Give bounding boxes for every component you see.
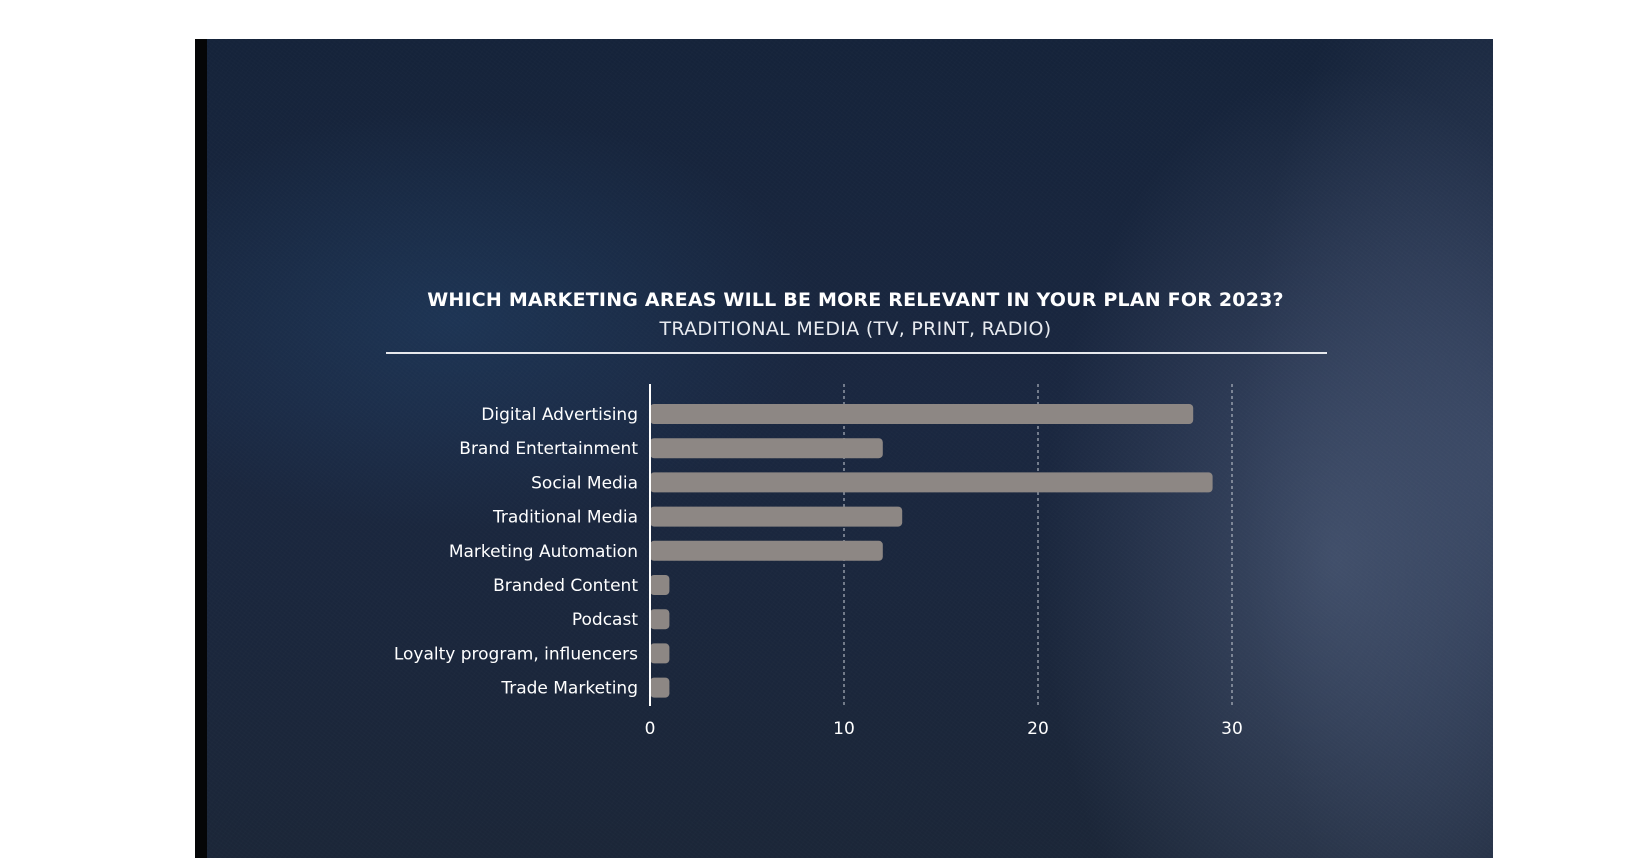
x-tick-label: 0 — [645, 719, 656, 739]
category-label: Loyalty program, influencers — [394, 644, 638, 664]
category-label: Marketing Automation — [449, 542, 638, 562]
bar — [650, 609, 670, 630]
category-label: Digital Advertising — [481, 405, 638, 425]
bar — [650, 540, 883, 561]
bar — [650, 643, 670, 664]
bar — [650, 575, 670, 595]
slide-left-edge — [195, 39, 207, 858]
bar — [650, 438, 883, 459]
bar — [650, 677, 670, 698]
chart-title: WHICH MARKETING AREAS WILL BE MORE RELEV… — [427, 289, 1284, 311]
x-tick-label: 30 — [1221, 719, 1243, 739]
chart-subtitle: TRADITIONAL MEDIA (TV, PRINT, RADIO) — [659, 318, 1052, 340]
bar — [650, 506, 903, 527]
category-label: Podcast — [572, 610, 638, 630]
title-divider — [386, 352, 1327, 354]
category-label: Brand Entertainment — [459, 439, 638, 459]
category-label: Trade Marketing — [500, 679, 638, 699]
category-label: Social Media — [531, 473, 638, 493]
bar — [650, 404, 1194, 424]
category-label: Traditional Media — [492, 508, 638, 528]
category-label: Branded Content — [493, 576, 638, 596]
x-tick-label: 10 — [833, 719, 855, 739]
x-tick-label: 20 — [1027, 719, 1049, 739]
bar — [650, 472, 1213, 493]
